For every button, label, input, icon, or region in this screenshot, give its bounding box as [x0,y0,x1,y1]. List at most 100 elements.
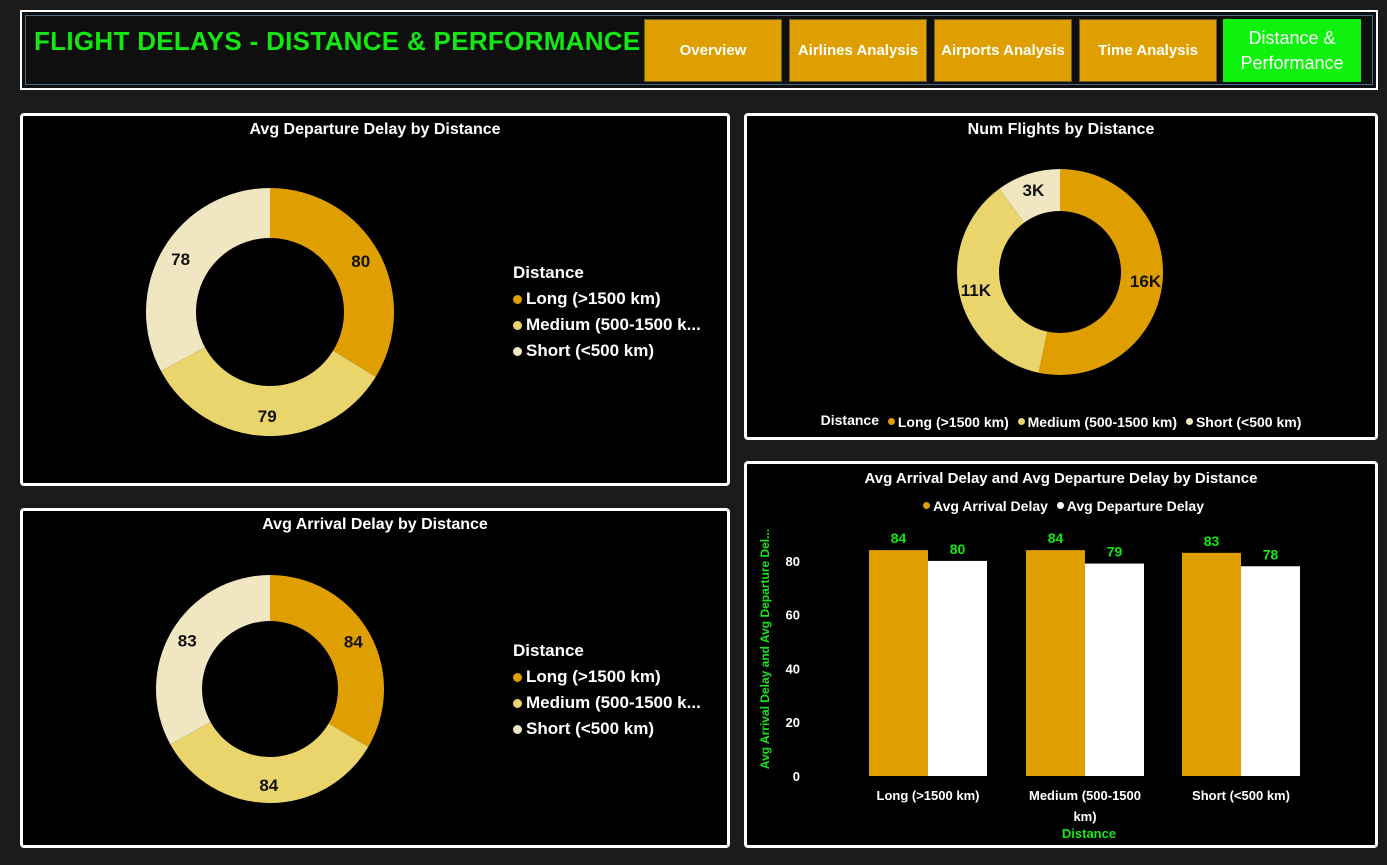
bar-data-label: 84 [891,530,907,546]
bar-avg-arrival-delay[interactable] [1182,552,1241,776]
y-tick-label: 80 [786,554,800,569]
bar-data-label: 83 [1204,533,1220,549]
donut-slice-long[interactable] [270,188,394,377]
donut-data-label: 3K [1023,181,1045,200]
nav-button-overview[interactable]: Overview [644,19,782,82]
donut-slice-medium[interactable] [170,722,369,803]
donut-slice-short[interactable] [145,188,270,372]
nav-button-time-analysis[interactable]: Time Analysis [1079,19,1217,82]
arrival-delay-donut-chart: 84 84 83 [156,575,384,803]
header-bar: FLIGHT DELAYS - DISTANCE & PERFORMANCE O… [20,10,1378,90]
legend-dot-long [887,418,895,425]
donut-data-label: 16K [1130,272,1162,291]
donut-data-label: 84 [344,632,363,651]
legend-label: Short (<500 km) [526,719,655,738]
bar-avg-departure-delay[interactable] [1241,566,1300,776]
legend-dot-departure [1056,502,1064,509]
y-tick-label: 60 [786,608,800,623]
header-inner-frame [25,15,1373,85]
legend-title: Distance [820,412,879,428]
legend-dot-medium [513,698,522,708]
donut-data-label: 80 [351,252,370,271]
y-tick-label: 0 [793,769,800,784]
legend-dot-arrival [923,502,930,509]
legend-dot-short [513,724,522,734]
departure-delay-legend: Distance Long (>1500 km) Medium (500-150… [513,263,701,367]
legend-title: Distance [513,641,584,660]
page-title: FLIGHT DELAYS - DISTANCE & PERFORMANCE [34,26,641,56]
legend-label: Long (>1500 km) [526,667,661,686]
legend-item-long[interactable]: Long (>1500 km) [513,667,701,687]
arrival-delay-donut-panel: Avg Arrival Delay by Distance 84 84 83 Dis… [20,508,730,848]
donut-slice-short[interactable] [999,169,1060,223]
arrival-departure-bar-chart: 0 20 40 60 80 84 84 83 80 79 78 Long (>1500 km) Medi… [758,529,1300,841]
legend-dot-long [513,294,522,304]
legend-label: Short (<500 km) [526,341,655,360]
legend-dot-short [513,346,522,356]
bar-data-label: 78 [1263,546,1279,562]
donut-slice-medium[interactable] [161,347,376,436]
legend-label: Medium (500-1500 k... [526,693,701,712]
departure-delay-donut-panel: Avg Departure Delay by Distance 80 79 78 D… [20,113,730,486]
chart-title: Num Flights by Distance [967,121,1155,138]
legend-label: Avg Departure Delay [1066,497,1204,514]
donut-data-label: 84 [259,776,278,795]
chart-title: Avg Departure Delay by Distance [249,121,501,138]
bar-data-label: 84 [1048,530,1064,546]
legend-label: Medium (500-1500 k... [526,315,701,334]
legend-label: Short (<500 km) [1195,413,1302,430]
legend-label: Long (>1500 km) [526,289,661,308]
x-tick-label: Medium (500-1500 [1029,788,1141,803]
legend-label: Avg Arrival Delay [933,497,1048,514]
legend-item-medium[interactable]: Medium (500-1500 k... [513,693,701,713]
donut-slice-long[interactable] [1038,169,1163,375]
bar-avg-departure-delay[interactable] [928,560,987,776]
legend-item-medium[interactable]: Medium (500-1500 k... [513,315,701,335]
donut-slice-long[interactable] [270,575,384,747]
legend-dot-long [513,672,522,682]
legend-item-short[interactable]: Short (<500 km) [1185,413,1302,430]
donut-data-label: 79 [258,407,277,426]
legend-item-long[interactable]: Long (>1500 km) [887,413,1009,430]
num-flights-donut-chart: 16K 11K 3K [957,169,1163,375]
y-tick-label: 20 [786,715,800,730]
x-tick-label: km) [1073,809,1096,824]
chart-title: Avg Arrival Delay and Avg Departure Dela… [864,470,1258,487]
arrival-departure-bar-panel: Avg Arrival Delay and Avg Departure Dela… [744,461,1378,848]
chart-title: Avg Arrival Delay by Distance [262,516,488,533]
donut-slice-short[interactable] [156,575,270,745]
x-tick-label: Short (<500 km) [1192,788,1290,803]
bar-avg-arrival-delay[interactable] [1026,550,1085,776]
bar-data-label: 79 [1107,544,1123,560]
num-flights-donut-panel: Num Flights by Distance 16K 11K 3K Distanc… [744,113,1378,440]
bar-chart-legend: Avg Arrival Delay Avg Departure Delay [747,496,1375,514]
legend-item-short[interactable]: Short (<500 km) [513,341,701,361]
legend-label: Long (>1500 km) [897,413,1009,430]
legend-item-departure[interactable]: Avg Departure Delay [1056,497,1204,514]
legend-item-medium[interactable]: Medium (500-1500 km) [1017,413,1178,430]
legend-label: Medium (500-1500 km) [1027,413,1178,430]
nav-button-airlines-analysis[interactable]: Airlines Analysis [789,19,927,82]
x-tick-label: Long (>1500 km) [877,788,980,803]
y-axis-title: Avg Arrival Delay and Avg Departure Del.… [758,529,772,769]
donut-data-label: 83 [178,631,197,650]
nav-button-distance-performance[interactable]: Distance & Performance [1223,19,1361,82]
bar-avg-arrival-delay[interactable] [869,550,928,776]
x-axis-title: Distance [1062,826,1116,841]
legend-dot-medium [513,320,522,330]
nav-button-airports-analysis[interactable]: Airports Analysis [934,19,1072,82]
donut-data-label: 78 [171,250,190,269]
legend-dot-short [1185,418,1193,425]
legend-title: Distance [513,263,584,282]
donut-data-label: 11K [961,281,992,300]
legend-item-long[interactable]: Long (>1500 km) [513,289,701,309]
legend-dot-medium [1017,418,1025,425]
arrival-delay-legend: Distance Long (>1500 km) Medium (500-150… [513,641,701,745]
legend-item-short[interactable]: Short (<500 km) [513,719,701,739]
bar-avg-departure-delay[interactable] [1085,563,1144,776]
num-flights-legend: Distance Long (>1500 km) Medium (500-150… [747,412,1375,430]
y-tick-label: 40 [786,661,800,676]
donut-slice-medium[interactable] [957,188,1048,373]
legend-item-arrival[interactable]: Avg Arrival Delay [923,498,1048,514]
bar-data-label: 80 [950,541,966,557]
